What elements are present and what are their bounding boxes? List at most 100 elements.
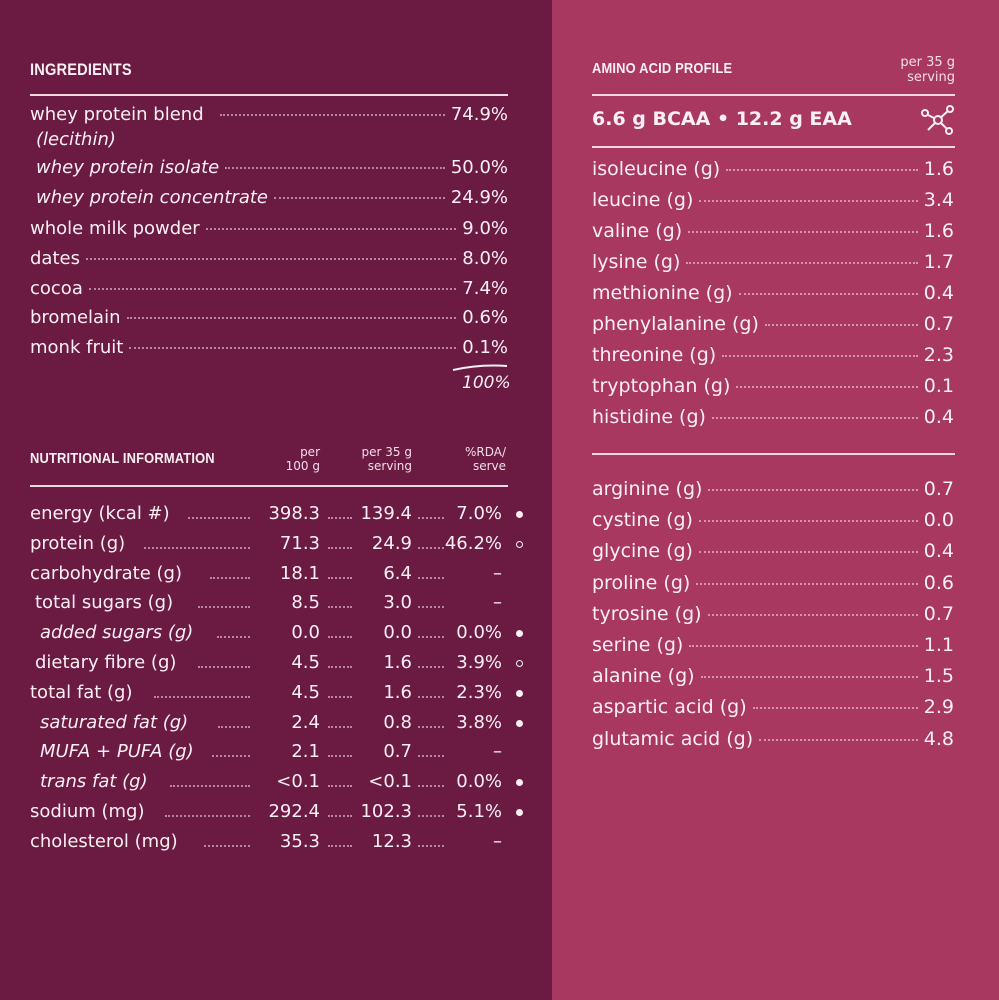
- ingredient-label: dates: [30, 248, 80, 269]
- ingredients-divider: [30, 94, 508, 96]
- leader-dots: [328, 517, 352, 519]
- amino-label: tryptophan (g): [592, 375, 731, 397]
- per-serving-value: 0.7: [383, 741, 412, 763]
- leader-dots: [752, 707, 918, 710]
- rda-value: 3.9%: [456, 652, 502, 673]
- leader-dots: [708, 489, 918, 491]
- ingredient-value: 9.0%: [462, 218, 508, 239]
- leader-dots: [328, 576, 352, 579]
- amino-label: tyrosine (g): [592, 602, 702, 625]
- ingredient-label: monk fruit: [30, 337, 124, 358]
- per-serving-value: <0.1: [368, 771, 412, 793]
- filled-dot-icon: [516, 779, 523, 787]
- per100g-value: 35.3: [279, 830, 320, 852]
- rda-value: –: [493, 592, 502, 614]
- amino-label: proline (g): [592, 571, 691, 594]
- amino-row: valine (g) 1.6: [592, 220, 954, 246]
- ingredient-label: bromelain: [30, 307, 121, 328]
- per100g-value: 71.3: [279, 532, 320, 554]
- rda-value: 5.1%: [456, 801, 502, 822]
- rda-value: 0.0%: [456, 771, 502, 793]
- nutrition-row: dietary fibre (g) 4.5 1.6 3.9%: [30, 652, 530, 678]
- leader-dots: [700, 676, 918, 679]
- amino-label: glutamic acid (g): [592, 727, 754, 750]
- nutrient-label: protein (g): [30, 532, 126, 554]
- ingredient-value: 24.9%: [450, 187, 508, 208]
- amino-value: 2.3: [923, 344, 954, 366]
- amino-row: histidine (g) 0.4: [592, 406, 954, 432]
- ingredient-label: whey protein blend: [30, 104, 204, 125]
- amino-acid-panel: [552, 0, 999, 1000]
- nutrient-label: total sugars (g): [35, 592, 174, 614]
- amino-title: AMINO ACID PROFILE: [592, 60, 733, 77]
- hollow-dot-icon: [516, 540, 523, 548]
- ingredient-row: dates 8.0%: [30, 248, 508, 274]
- amino-serving-note: per 35 g serving: [900, 55, 955, 85]
- amino-row: alanine (g) 1.5: [592, 665, 954, 691]
- nutrition-row: sodium (mg) 292.4 102.3 5.1%: [30, 801, 530, 827]
- amino-value: 4.8: [923, 727, 954, 750]
- nutrient-label: dietary fibre (g): [35, 652, 177, 673]
- ingredient-label: cocoa: [30, 278, 83, 299]
- amino-value: 1.6: [923, 158, 954, 180]
- amino-divider-mid: [592, 453, 955, 455]
- ingredient-label: whole milk powder: [30, 218, 200, 239]
- filled-dot-icon: [516, 511, 523, 518]
- leader-dots: [204, 844, 250, 847]
- hollow-dot-icon: [516, 660, 523, 667]
- ingredient-row: monk fruit 0.1%: [30, 337, 508, 363]
- per100g-value: 0.0: [291, 622, 320, 644]
- leader-dots: [198, 666, 250, 668]
- amino-row: lysine (g) 1.7: [592, 251, 954, 277]
- per100g-value: 4.5: [291, 652, 320, 673]
- ingredients-total: 100%: [462, 373, 511, 393]
- leader-dots: [328, 725, 352, 728]
- nutrition-row: added sugars (g) 0.0 0.0 0.0%: [30, 622, 530, 648]
- leader-dots: [418, 844, 444, 847]
- leader-dots: [328, 844, 352, 847]
- per-serving-value: 139.4: [360, 503, 412, 524]
- leader-dots: [418, 695, 444, 698]
- nutrition-row: MUFA + PUFA (g) 2.1 0.7 –: [30, 741, 530, 767]
- amino-label: histidine (g): [592, 406, 706, 428]
- amino-row: arginine (g) 0.7: [592, 478, 954, 504]
- leader-dots: [328, 666, 352, 668]
- nutrition-row: energy (kcal #) 398.3 139.4 7.0%: [30, 503, 530, 529]
- leader-dots: [217, 636, 250, 639]
- leader-dots: [144, 546, 250, 549]
- ingredient-label: whey protein concentrate: [36, 187, 268, 208]
- leader-dots: [686, 262, 918, 264]
- ingredient-row: whey protein blend 74.9%: [30, 104, 508, 130]
- nutrition-row: cholesterol (mg) 35.3 12.3 –: [30, 831, 530, 857]
- amino-label: aspartic acid (g): [592, 696, 747, 719]
- amino-label: cystine (g): [592, 509, 693, 532]
- rda-value: 46.2%: [444, 532, 502, 554]
- per-serving-value: 0.8: [383, 711, 412, 733]
- amino-value: 0.4: [923, 406, 954, 428]
- ingredient-value: 74.9%: [450, 104, 508, 125]
- per-serving-value: 6.4: [383, 562, 412, 584]
- amino-value: 0.7: [923, 313, 954, 335]
- amino-row: threonine (g) 2.3: [592, 344, 954, 370]
- amino-value: 1.6: [923, 220, 954, 242]
- amino-row: phenylalanine (g) 0.7: [592, 313, 954, 339]
- per-serving-value: 102.3: [360, 801, 412, 822]
- ingredient-note-label: (lecithin): [36, 129, 116, 150]
- leader-dots: [219, 114, 445, 116]
- ingredient-row: whey protein isolate 50.0%: [36, 157, 508, 183]
- leader-dots: [328, 546, 352, 549]
- per-serving-value: 1.6: [383, 681, 412, 703]
- col-per100g: per 100 g: [285, 445, 320, 473]
- amino-label: methionine (g): [592, 282, 733, 304]
- leader-dots: [736, 386, 918, 388]
- molecule-icon: [921, 105, 954, 135]
- leader-dots: [210, 576, 250, 579]
- leader-dots: [711, 417, 918, 419]
- nutrition-row: carbohydrate (g) 18.1 6.4 –: [30, 563, 530, 589]
- ingredient-value: 8.0%: [462, 248, 508, 269]
- leader-dots: [418, 785, 444, 788]
- rda-value: 3.8%: [456, 711, 502, 733]
- per-serving-value: 12.3: [371, 830, 412, 852]
- nutrient-label: trans fat (g): [40, 771, 148, 793]
- per100g-value: 398.3: [268, 503, 320, 524]
